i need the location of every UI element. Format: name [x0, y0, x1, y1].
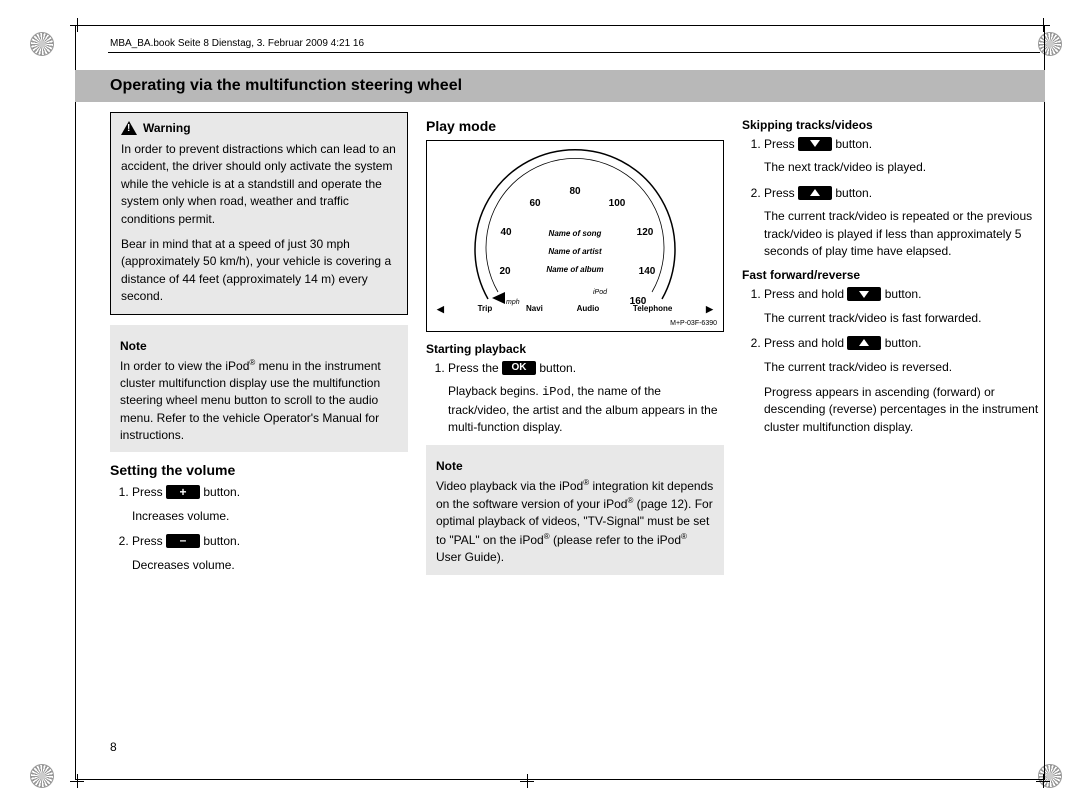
warning-p2: Bear in mind that at a speed of just 30 …	[121, 236, 397, 306]
minus-button-icon	[166, 534, 200, 548]
svg-text:100: 100	[609, 198, 626, 209]
ff-forward-icon	[847, 287, 881, 301]
svg-text:Name of song: Name of song	[549, 229, 602, 238]
skip-heading: Skipping tracks/videos	[742, 118, 1040, 132]
volume-list: Press button.	[110, 484, 408, 501]
column-1: Warning In order to prevent distractions…	[110, 112, 408, 760]
playmode-heading: Play mode	[426, 118, 724, 134]
ok-button-icon: OK	[502, 361, 536, 375]
ff-reverse-icon	[847, 336, 881, 350]
ff-heading: Fast forward/reverse	[742, 268, 1040, 282]
warning-icon	[121, 121, 137, 135]
note1-box: Note In order to view the iPod® menu in …	[110, 325, 408, 453]
header-meta: MBA_BA.book Seite 8 Dienstag, 3. Februar…	[110, 38, 364, 49]
figure-ref: M+P-03F-6390	[670, 320, 717, 327]
svg-text:60: 60	[529, 198, 541, 209]
volume-s1c: Increases volume.	[132, 508, 408, 525]
content: Warning In order to prevent distractions…	[110, 112, 1040, 760]
svg-text:20: 20	[499, 266, 511, 277]
note1-label: Note	[120, 339, 398, 353]
playback-result: Playback begins. iPod, the name of the t…	[448, 383, 724, 436]
svg-text:120: 120	[637, 227, 654, 238]
warning-p1: In order to prevent distractions which c…	[121, 141, 397, 228]
svg-text:140: 140	[639, 266, 656, 277]
volume-s2c: Decreases volume.	[132, 557, 408, 574]
starting-playback-heading: Starting playback	[426, 342, 724, 356]
svg-text:Name of album: Name of album	[546, 265, 603, 274]
column-2: Play mode 20 40 60 80 100 120 140 160	[426, 112, 724, 760]
warning-box: Warning In order to prevent distractions…	[110, 112, 408, 315]
svg-text:40: 40	[500, 227, 512, 238]
warning-label: Warning	[143, 121, 191, 135]
note1-body: In order to view the iPod® menu in the i…	[120, 357, 398, 445]
svg-text:iPod: iPod	[593, 289, 608, 296]
svg-text:80: 80	[569, 186, 581, 197]
page-number: 8	[110, 740, 117, 754]
note2-box: Note Video playback via the iPod® integr…	[426, 445, 724, 575]
prev-track-icon	[798, 186, 832, 200]
next-track-icon	[798, 137, 832, 151]
page-title: Operating via the multifunction steering…	[75, 70, 1045, 102]
gauge-figure: 20 40 60 80 100 120 140 160 Name of song…	[426, 140, 724, 332]
plus-button-icon	[166, 485, 200, 499]
volume-heading: Setting the volume	[110, 462, 408, 478]
note2-label: Note	[436, 459, 714, 473]
column-3: Skipping tracks/videos Press button. The…	[742, 112, 1040, 760]
gauge-menu: ◀ Trip Navi Audio Telephone ▶	[437, 304, 713, 315]
svg-text:Name of artist: Name of artist	[548, 247, 602, 256]
